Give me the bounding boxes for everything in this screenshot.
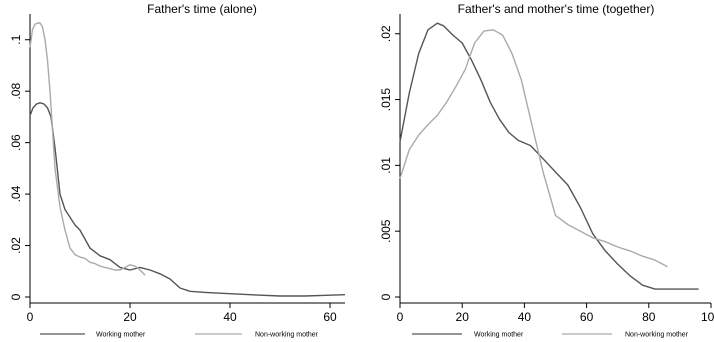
x-tick-label: 60 [323, 310, 337, 324]
chart-panel-1: Father's time (alone) 0 .02 .04 .06 .08 .1 0 20 4… [9, 2, 346, 339]
series-line-non-working-mother [399, 29, 668, 268]
x-tick-label: 0 [27, 310, 34, 324]
series-line-non-working-mother [29, 22, 146, 276]
legend-label: Non-working mother [255, 332, 319, 339]
y-tick-label: .02 [9, 237, 23, 254]
x-tick-label: 40 [223, 310, 237, 324]
y-tick-label: .1 [9, 34, 23, 44]
chart-title: Father's time (alone) [147, 2, 257, 16]
y-tick-label: .04 [9, 185, 23, 202]
y-tick-label: 0 [9, 293, 23, 300]
y-tick-label: .01 [379, 157, 393, 174]
x-tick-label: 100 [701, 310, 714, 324]
y-tick-label: .02 [379, 25, 393, 42]
legend-label: Working mother [474, 332, 524, 339]
x-tick-label: 40 [518, 310, 532, 324]
legend-label: Non-working mother [625, 332, 689, 339]
y-tick-label: .08 [9, 83, 23, 100]
y-tick-label: .015 [379, 88, 393, 112]
y-tick-label: .06 [9, 134, 23, 151]
series-line-working-mother [29, 102, 346, 297]
x-tick-label: 0 [397, 310, 404, 324]
x-tick-label: 20 [456, 310, 470, 324]
y-tick-label: 0 [379, 293, 393, 300]
series-line-working-mother [399, 22, 699, 290]
chart-title: Father's and mother's time (together) [458, 2, 655, 16]
x-tick-label: 60 [580, 310, 594, 324]
x-tick-label: 80 [642, 310, 656, 324]
y-tick-label: .005 [379, 219, 393, 243]
x-tick-label: 20 [123, 310, 137, 324]
chart-panel-2: Father's and mother's time (together) 0 .0… [379, 2, 714, 339]
legend-label: Working mother [96, 332, 146, 339]
